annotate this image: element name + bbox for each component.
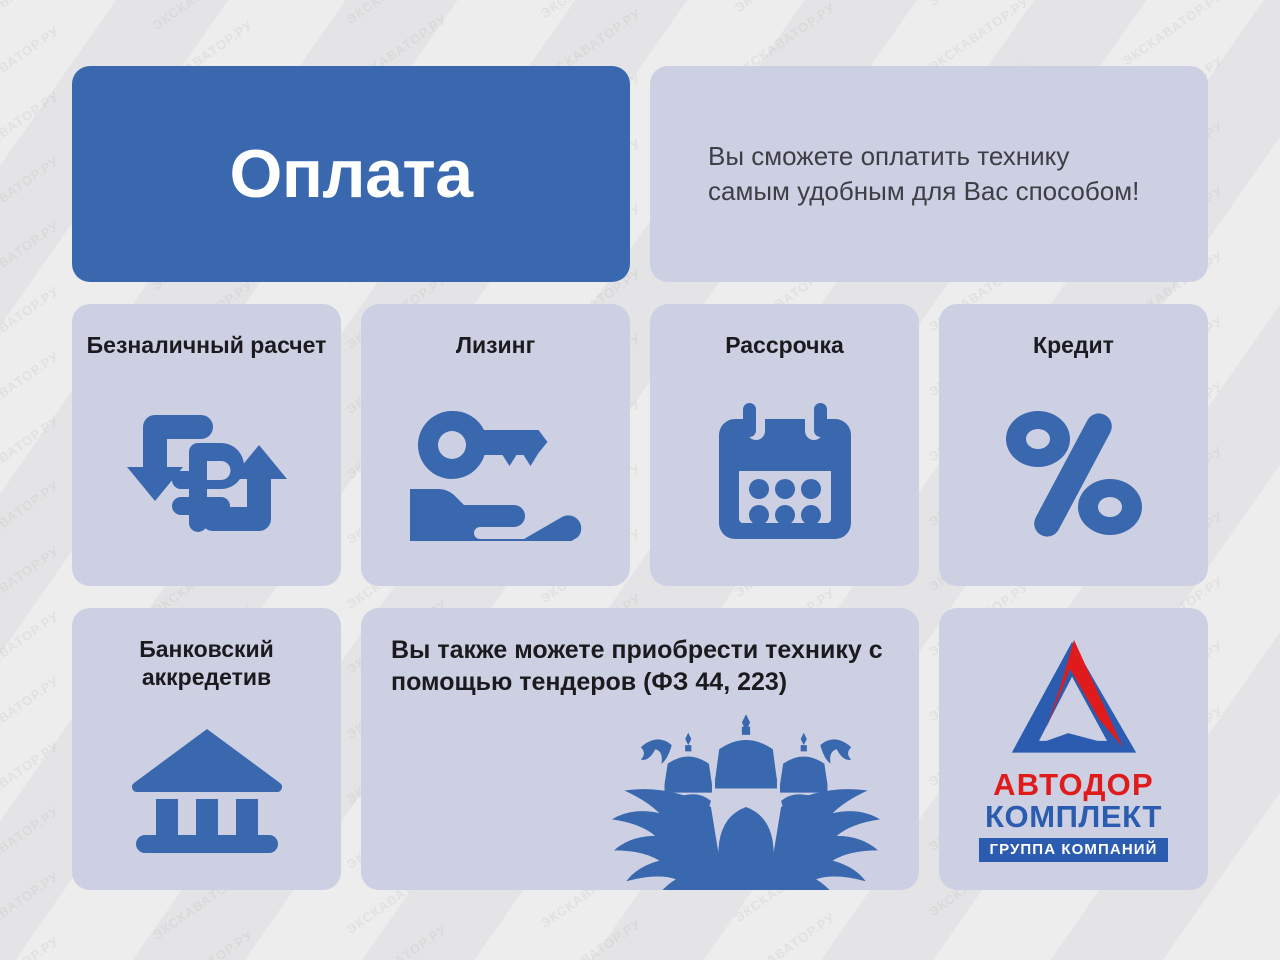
company-logo-card: АВТОДОР КОМПЛЕКТ ГРУППА КОМПАНИЙ bbox=[939, 608, 1208, 890]
method-card-letter-of-credit[interactable]: Банковский аккредетив bbox=[72, 608, 341, 890]
logo-line-2: КОМПЛЕКТ bbox=[985, 799, 1162, 835]
tender-text: Вы также можете приобрести технику с пом… bbox=[391, 636, 883, 696]
method-card-credit[interactable]: Кредит bbox=[939, 304, 1208, 586]
page-title: Оплата bbox=[229, 136, 473, 212]
calendar-icon bbox=[650, 360, 919, 586]
method-label: Рассрочка bbox=[725, 332, 844, 358]
method-card-cashless[interactable]: Безналичный расчет bbox=[72, 304, 341, 586]
tender-card: Вы также можете приобрести технику с пом… bbox=[361, 608, 919, 890]
method-label: Безналичный расчет bbox=[86, 332, 327, 358]
hand-key-icon bbox=[361, 360, 630, 586]
method-label: Кредит bbox=[1033, 332, 1114, 358]
logo-tagline: ГРУППА КОМПАНИЙ bbox=[979, 837, 1168, 862]
method-label: Лизинг bbox=[455, 332, 536, 358]
payment-title-card: Оплата bbox=[72, 66, 630, 282]
triangle-logo-icon bbox=[1006, 636, 1142, 758]
ruble-transfer-icon bbox=[72, 360, 341, 586]
card-grid: Оплата Вы сможете оплатить технику самым… bbox=[72, 66, 1208, 894]
bank-building-icon bbox=[72, 691, 341, 890]
method-card-leasing[interactable]: Лизинг bbox=[361, 304, 630, 586]
payment-lead-card: Вы сможете оплатить технику самым удобны… bbox=[650, 66, 1208, 282]
lead-text: Вы сможете оплатить технику самым удобны… bbox=[708, 141, 1140, 206]
watermark-row: ЭКСКАВАТОР.РУЭКСКАВАТОР.РУЭКСКАВАТОР.РУЭ… bbox=[0, 0, 1078, 39]
logo-line-1: АВТОДОР bbox=[993, 766, 1154, 802]
percent-icon bbox=[939, 360, 1208, 586]
double-headed-eagle-icon bbox=[581, 708, 911, 890]
method-card-installment[interactable]: Рассрочка bbox=[650, 304, 919, 586]
method-label: Банковский аккредетив bbox=[139, 636, 274, 690]
